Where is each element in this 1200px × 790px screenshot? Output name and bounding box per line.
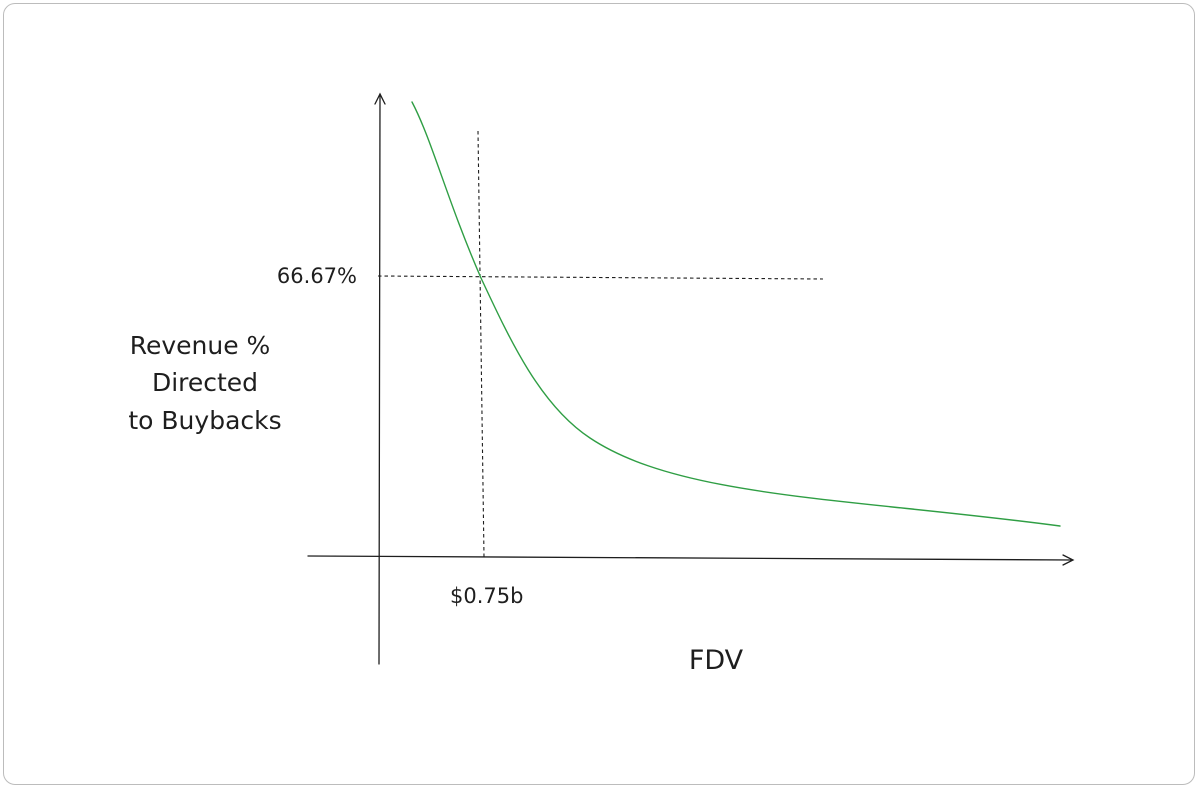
vertical-guide-line xyxy=(477,130,485,558)
y-marker-label: 66.67% xyxy=(277,264,357,288)
horizontal-guide-line xyxy=(377,275,824,280)
series-line xyxy=(411,101,1061,527)
canvas-frame xyxy=(3,3,1195,785)
y-axis-title-line-2: Directed xyxy=(152,368,258,397)
y-axis-title-line-1: Revenue % xyxy=(130,331,271,360)
y-axis-arrowhead xyxy=(374,92,386,105)
x-axis-arrowhead xyxy=(1062,554,1075,566)
y-axis-title-line-3: to Buybacks xyxy=(128,406,281,435)
y-axis-line xyxy=(378,94,381,665)
x-marker-label: $0.75b xyxy=(450,584,523,608)
y-axis xyxy=(374,92,386,665)
x-axis-title: FDV xyxy=(689,645,744,676)
x-axis-line xyxy=(307,555,1073,561)
x-axis xyxy=(307,554,1075,566)
y-axis-title: Revenue % Directed to Buybacks xyxy=(128,331,281,435)
